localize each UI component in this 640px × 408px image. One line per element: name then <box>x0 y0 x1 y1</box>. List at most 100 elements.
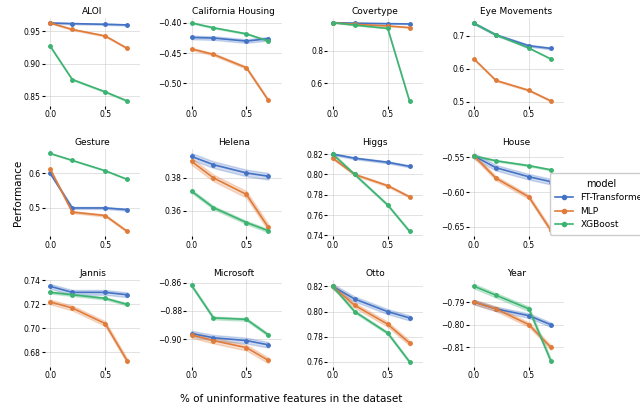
FT-Transformer <box>188 331 195 336</box>
Line: FT-Transformer: FT-Transformer <box>190 155 270 178</box>
Line: XGBoost: XGBoost <box>331 285 412 364</box>
MLP <box>188 333 195 337</box>
Line: XGBoost: XGBoost <box>190 189 270 233</box>
Title: Covertype: Covertype <box>351 7 399 16</box>
Line: XGBoost: XGBoost <box>190 21 270 43</box>
Line: MLP: MLP <box>472 57 552 103</box>
XGBoost <box>329 20 337 25</box>
Line: MLP: MLP <box>472 300 552 349</box>
Line: FT-Transformer: FT-Transformer <box>331 21 412 26</box>
FT-Transformer <box>68 21 76 26</box>
Legend: FT-Transformer, MLP, XGBoost: FT-Transformer, MLP, XGBoost <box>550 173 640 235</box>
Line: FT-Transformer: FT-Transformer <box>472 154 552 183</box>
Line: FT-Transformer: FT-Transformer <box>49 172 129 211</box>
FT-Transformer <box>68 290 76 295</box>
FT-Transformer <box>124 22 131 27</box>
Line: FT-Transformer: FT-Transformer <box>472 22 552 50</box>
MLP <box>384 322 392 327</box>
MLP <box>406 25 413 30</box>
Line: MLP: MLP <box>190 47 270 102</box>
FT-Transformer <box>525 313 532 318</box>
MLP <box>351 303 358 308</box>
XGBoost <box>101 168 109 173</box>
XGBoost <box>210 205 218 210</box>
FT-Transformer <box>384 21 392 26</box>
XGBoost <box>243 31 250 36</box>
MLP <box>470 57 478 62</box>
Line: MLP: MLP <box>331 285 412 345</box>
Line: MLP: MLP <box>190 160 270 229</box>
MLP <box>492 306 500 311</box>
MLP <box>68 306 76 310</box>
XGBoost <box>470 21 478 26</box>
FT-Transformer <box>492 32 500 37</box>
MLP <box>210 52 218 57</box>
MLP <box>525 322 532 327</box>
Title: Jannis: Jannis <box>79 269 106 278</box>
Line: MLP: MLP <box>49 300 129 363</box>
MLP <box>47 167 54 172</box>
XGBoost <box>525 306 532 311</box>
FT-Transformer <box>384 309 392 314</box>
Title: Year: Year <box>507 269 526 278</box>
Title: Higgs: Higgs <box>362 138 388 147</box>
Line: XGBoost: XGBoost <box>472 284 552 363</box>
XGBoost <box>547 359 555 364</box>
MLP <box>492 78 500 83</box>
Line: MLP: MLP <box>472 154 552 232</box>
XGBoost <box>210 25 218 30</box>
FT-Transformer <box>547 46 555 51</box>
FT-Transformer <box>329 152 337 157</box>
MLP <box>188 47 195 51</box>
Title: California Housing: California Housing <box>193 7 275 16</box>
XGBoost <box>470 153 478 158</box>
Title: Microsoft: Microsoft <box>213 269 255 278</box>
MLP <box>124 46 131 51</box>
XGBoost <box>188 20 195 25</box>
XGBoost <box>406 99 413 104</box>
FT-Transformer <box>47 20 54 25</box>
FT-Transformer <box>406 164 413 169</box>
FT-Transformer <box>351 297 358 302</box>
FT-Transformer <box>525 43 532 48</box>
Title: ALOI: ALOI <box>83 7 103 16</box>
Line: XGBoost: XGBoost <box>49 290 129 306</box>
MLP <box>243 192 250 197</box>
XGBoost <box>243 317 250 322</box>
MLP <box>547 345 555 350</box>
MLP <box>384 24 392 29</box>
Line: MLP: MLP <box>49 21 129 50</box>
Line: FT-Transformer: FT-Transformer <box>190 332 270 346</box>
Line: XGBoost: XGBoost <box>472 22 552 61</box>
FT-Transformer <box>124 292 131 297</box>
FT-Transformer <box>547 179 555 184</box>
Line: FT-Transformer: FT-Transformer <box>49 21 129 27</box>
XGBoost <box>406 359 413 364</box>
XGBoost <box>351 23 358 28</box>
MLP <box>547 98 555 103</box>
FT-Transformer <box>264 174 272 179</box>
XGBoost <box>264 39 272 44</box>
FT-Transformer <box>329 284 337 289</box>
Title: Otto: Otto <box>365 269 385 278</box>
Line: MLP: MLP <box>190 333 270 362</box>
MLP <box>525 195 532 200</box>
Line: XGBoost: XGBoost <box>49 44 129 103</box>
XGBoost <box>124 98 131 103</box>
XGBoost <box>492 158 500 163</box>
FT-Transformer <box>101 22 109 27</box>
Line: XGBoost: XGBoost <box>331 153 412 233</box>
MLP <box>68 27 76 32</box>
XGBoost <box>264 228 272 233</box>
Line: FT-Transformer: FT-Transformer <box>331 285 412 320</box>
XGBoost <box>384 330 392 335</box>
FT-Transformer <box>264 36 272 41</box>
FT-Transformer <box>47 284 54 289</box>
XGBoost <box>547 57 555 62</box>
FT-Transformer <box>384 160 392 165</box>
MLP <box>210 338 218 343</box>
Title: Eye Movements: Eye Movements <box>480 7 552 16</box>
Line: FT-Transformer: FT-Transformer <box>190 36 270 43</box>
Y-axis label: Performance: Performance <box>13 160 23 226</box>
MLP <box>101 213 109 218</box>
